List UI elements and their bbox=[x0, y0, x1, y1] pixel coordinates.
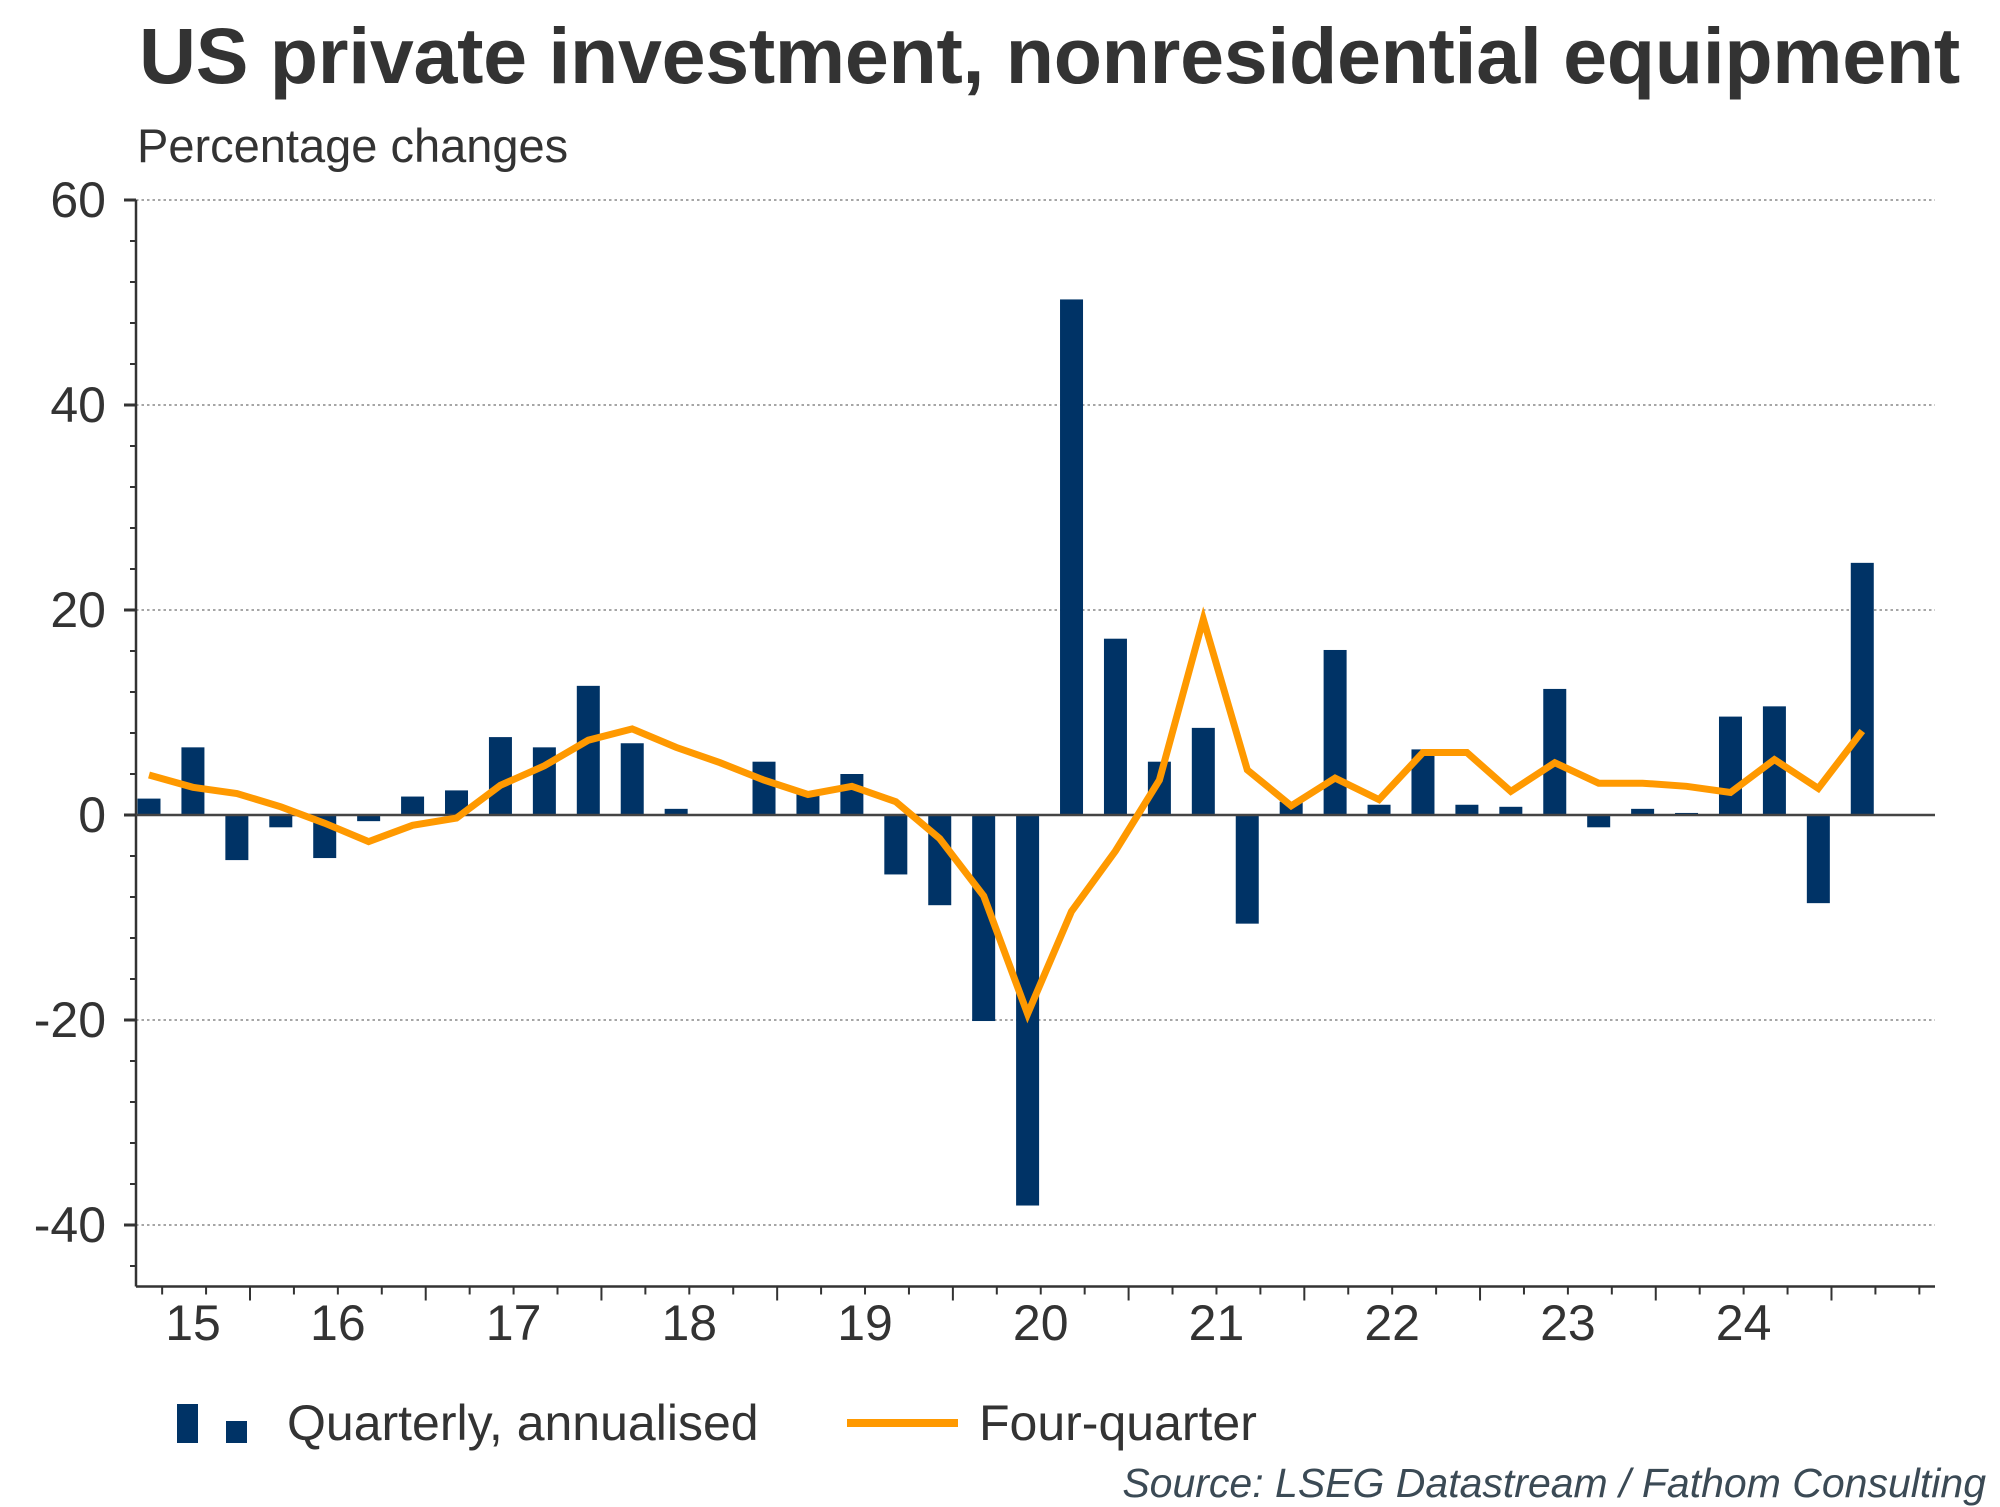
x-tick-label: 23 bbox=[1540, 1295, 1596, 1351]
y-tick-label: -40 bbox=[34, 1197, 106, 1253]
y-tick-label: -20 bbox=[34, 992, 106, 1048]
bar bbox=[1719, 717, 1742, 815]
bar bbox=[621, 743, 644, 815]
bar bbox=[1368, 805, 1391, 815]
bar bbox=[225, 815, 248, 860]
x-tick-label: 16 bbox=[310, 1295, 366, 1351]
bar bbox=[1324, 650, 1347, 815]
y-tick-label: 0 bbox=[78, 787, 106, 843]
bar bbox=[1192, 728, 1215, 815]
bar bbox=[577, 686, 600, 815]
y-axis-labels: 60 40 20 0 -20 -40 bbox=[34, 172, 106, 1253]
bar bbox=[269, 815, 292, 827]
x-tick-label: 20 bbox=[1013, 1295, 1069, 1351]
bar bbox=[1060, 299, 1083, 815]
bar bbox=[1807, 815, 1830, 903]
bar bbox=[1236, 815, 1259, 924]
y-tick-label: 20 bbox=[50, 582, 106, 638]
bar bbox=[884, 815, 907, 874]
y-tick-label: 60 bbox=[50, 172, 106, 228]
x-tick-label: 15 bbox=[165, 1295, 221, 1351]
x-tick-label: 19 bbox=[837, 1295, 893, 1351]
bar bbox=[1455, 805, 1478, 815]
x-tick-label: 18 bbox=[661, 1295, 717, 1351]
bar bbox=[489, 737, 512, 815]
x-tick-label: 17 bbox=[486, 1295, 542, 1351]
bar-series bbox=[138, 299, 1874, 1205]
bar bbox=[1851, 563, 1874, 815]
bar bbox=[1104, 639, 1127, 815]
bar bbox=[401, 797, 424, 815]
bar bbox=[753, 762, 776, 815]
x-tick-label: 24 bbox=[1716, 1295, 1772, 1351]
x-tick-label: 21 bbox=[1189, 1295, 1245, 1351]
bar bbox=[138, 799, 161, 815]
bar bbox=[840, 774, 863, 815]
x-axis-labels: 15 16 17 18 19 20 21 22 23 24 bbox=[165, 1295, 1771, 1351]
bar bbox=[1587, 815, 1610, 827]
bar bbox=[1543, 689, 1566, 815]
bar bbox=[181, 747, 204, 815]
x-tick-label: 22 bbox=[1364, 1295, 1420, 1351]
y-tick-label: 40 bbox=[50, 377, 106, 433]
